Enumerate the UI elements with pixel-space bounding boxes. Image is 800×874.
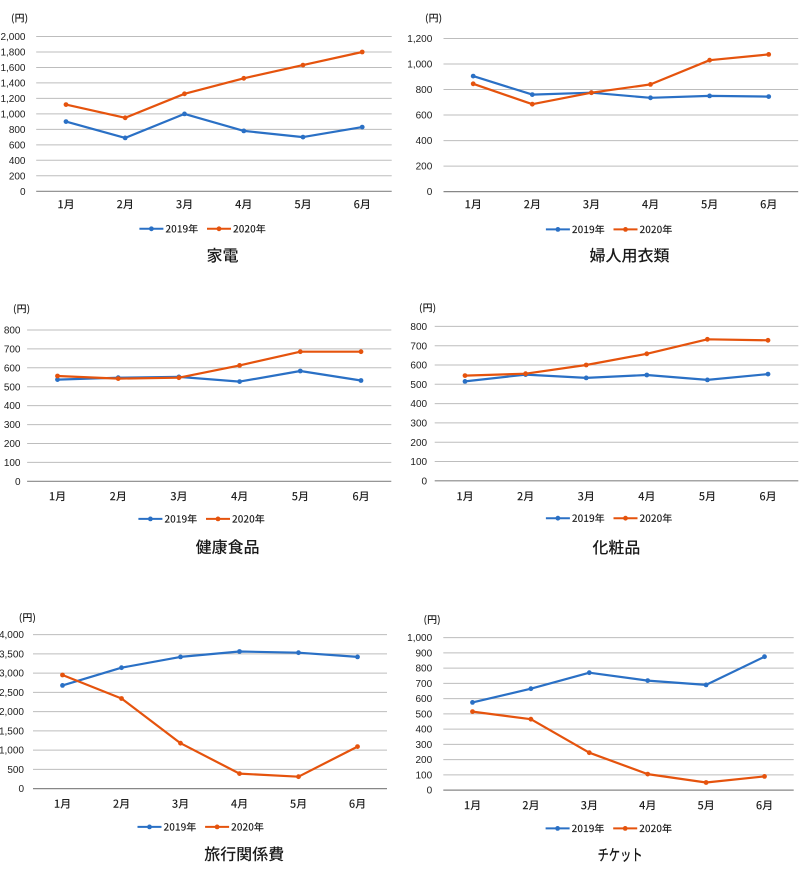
svg-text:300: 300 (416, 740, 433, 751)
svg-text:1,800: 1,800 (0, 48, 25, 59)
svg-text:1,000: 1,000 (407, 60, 432, 71)
svg-text:700: 700 (416, 679, 433, 690)
svg-text:100: 100 (416, 771, 433, 782)
svg-text:800: 800 (410, 322, 427, 333)
svg-text:500: 500 (7, 765, 24, 776)
svg-text:0: 0 (20, 187, 26, 198)
svg-text:400: 400 (416, 136, 433, 147)
svg-text:400: 400 (416, 725, 433, 736)
svg-text:0: 0 (18, 784, 24, 795)
svg-text:1,400: 1,400 (0, 79, 25, 90)
svg-text:2,000: 2,000 (0, 32, 25, 43)
svg-text:100: 100 (4, 458, 21, 469)
svg-text:200: 200 (416, 162, 433, 173)
svg-text:1,000: 1,000 (0, 746, 24, 757)
svg-text:200: 200 (410, 438, 427, 449)
svg-text:0: 0 (427, 786, 433, 797)
svg-text:1,000: 1,000 (0, 110, 25, 121)
svg-text:1,500: 1,500 (0, 727, 24, 738)
svg-text:600: 600 (410, 361, 427, 372)
svg-text:1,600: 1,600 (0, 63, 25, 74)
svg-text:4,000: 4,000 (0, 630, 24, 641)
svg-text:0: 0 (422, 476, 428, 487)
svg-text:200: 200 (9, 171, 26, 182)
svg-text:1,200: 1,200 (0, 94, 25, 105)
svg-text:900: 900 (416, 649, 433, 660)
svg-text:800: 800 (416, 664, 433, 675)
svg-text:2,500: 2,500 (0, 688, 24, 699)
svg-text:200: 200 (4, 439, 21, 450)
svg-text:800: 800 (416, 85, 433, 96)
svg-text:700: 700 (410, 341, 427, 352)
svg-text:0: 0 (427, 187, 433, 198)
svg-text:500: 500 (410, 380, 427, 391)
svg-text:700: 700 (4, 345, 21, 356)
svg-text:0: 0 (15, 477, 21, 488)
svg-text:600: 600 (4, 363, 21, 374)
svg-text:500: 500 (4, 382, 21, 393)
svg-text:600: 600 (9, 141, 26, 152)
svg-text:300: 300 (410, 419, 427, 430)
svg-text:100: 100 (410, 457, 427, 468)
svg-text:1,000: 1,000 (407, 633, 432, 644)
svg-text:500: 500 (416, 710, 433, 721)
svg-text:2,000: 2,000 (0, 707, 24, 718)
svg-text:3,000: 3,000 (0, 669, 24, 680)
svg-text:400: 400 (410, 399, 427, 410)
svg-text:400: 400 (4, 401, 21, 412)
svg-text:300: 300 (4, 420, 21, 431)
svg-text:600: 600 (416, 111, 433, 122)
svg-text:3,500: 3,500 (0, 650, 24, 661)
svg-text:200: 200 (416, 755, 433, 766)
svg-text:800: 800 (4, 326, 21, 337)
svg-text:1,200: 1,200 (407, 34, 432, 45)
svg-text:800: 800 (9, 125, 26, 136)
svg-text:600: 600 (416, 694, 433, 705)
svg-text:400: 400 (9, 156, 26, 167)
